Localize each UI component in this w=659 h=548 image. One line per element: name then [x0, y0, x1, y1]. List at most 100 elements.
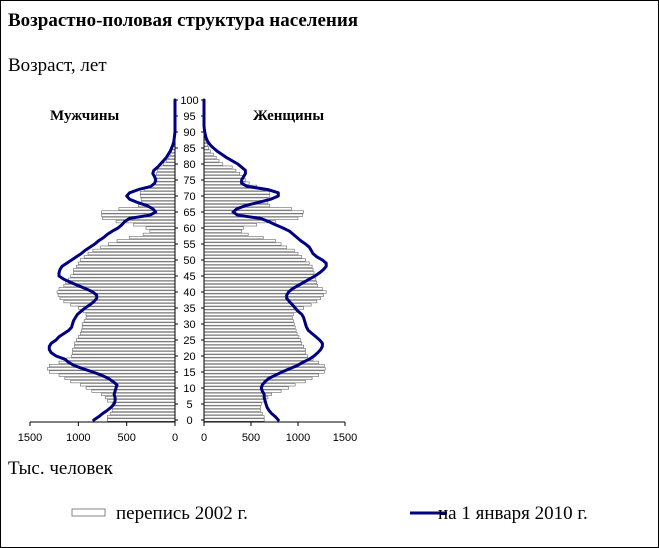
x-axis-label: Тыс. человек	[8, 458, 113, 479]
age-tick-label: 15	[183, 367, 195, 379]
female-census-bar	[203, 165, 233, 169]
male-census-bar	[156, 172, 176, 176]
female-census-bar	[203, 357, 314, 361]
female-census-bar	[203, 159, 220, 163]
age-tick-label: 20	[183, 351, 195, 363]
female-census-bar	[203, 370, 325, 374]
male-census-bar	[81, 322, 176, 326]
female-census-bar	[203, 156, 217, 160]
female-census-bar	[203, 162, 224, 166]
male-census-bar	[49, 364, 176, 368]
female-census-bar	[203, 168, 237, 172]
female-2010-line	[202, 98, 328, 422]
female-census-bar	[203, 194, 271, 198]
female-x-tick-label: 1500	[333, 432, 357, 444]
female-census-bar	[203, 204, 271, 208]
male-census-bar	[143, 188, 176, 192]
male-census-bar	[145, 226, 176, 230]
male-side-label: Мужчины	[50, 108, 120, 124]
male-census-bar	[163, 162, 176, 166]
male-census-bar	[111, 408, 176, 412]
male-census-bar	[139, 194, 176, 198]
male-census-bar	[71, 354, 176, 358]
male-census-bar	[56, 290, 176, 294]
male-census-bar	[129, 236, 176, 240]
female-census-bar	[203, 152, 214, 156]
age-tick-label: 55	[183, 239, 195, 251]
age-tick-label: 25	[183, 335, 195, 347]
male-census-bar	[109, 412, 176, 416]
male-census-bar	[66, 357, 176, 361]
female-census-bar	[203, 364, 325, 368]
male-census-bar	[58, 373, 176, 377]
female-census-bar	[203, 386, 289, 390]
female-census-bar	[203, 405, 261, 409]
male-census-bar	[91, 389, 176, 393]
male-census-bar	[64, 376, 176, 380]
male-census-bar	[155, 178, 176, 182]
female-census-bar	[203, 223, 257, 227]
age-tick-label: 40	[183, 287, 195, 299]
age-tick-label: 5	[186, 399, 192, 411]
female-side-label: Женщины	[253, 108, 325, 124]
female-census-bar	[203, 274, 316, 278]
male-census-bar	[166, 159, 176, 163]
female-census-bar	[203, 300, 318, 304]
male-census-bar	[85, 316, 176, 320]
male-census-bar	[65, 280, 176, 284]
female-census-bar	[203, 392, 272, 396]
male-census-bar	[72, 348, 176, 352]
female-census-bar	[203, 197, 269, 201]
male-census-bar	[149, 229, 176, 233]
male-census-bar	[85, 386, 176, 390]
female-census-bar	[203, 415, 265, 419]
female-census-bar	[203, 373, 319, 377]
female-census-bar	[203, 348, 306, 352]
female-census-bar	[203, 226, 244, 230]
male-census-bar	[155, 175, 176, 179]
male-census-bar	[76, 338, 176, 342]
male-census-bar	[118, 207, 176, 211]
female-census-bar	[203, 175, 244, 179]
male-census-bar	[79, 383, 176, 387]
female-census-bar	[203, 332, 298, 336]
male-census-bar	[116, 239, 176, 243]
female-census-bar	[203, 210, 304, 214]
male-census-bar	[70, 274, 176, 278]
male-census-bar	[78, 261, 176, 265]
female-census-bar	[203, 396, 269, 400]
female-census-bar	[203, 418, 265, 422]
female-census-bar	[203, 264, 313, 268]
female-census-bar	[203, 354, 308, 358]
male-census-bar	[107, 418, 176, 422]
age-tick-label: 70	[183, 191, 195, 203]
male-x-tick-label: 0	[172, 432, 178, 444]
female-census-bar	[203, 239, 276, 243]
female-census-bar	[203, 338, 302, 342]
female-census-bar	[203, 325, 296, 329]
male-census-bar	[68, 277, 176, 281]
male-census-bar	[158, 165, 176, 169]
female-census-bar	[203, 399, 265, 403]
female-census-bar	[203, 232, 249, 236]
female-census-bar	[203, 402, 262, 406]
male-census-bar	[140, 197, 176, 201]
male-census-bar	[73, 271, 176, 275]
female-census-bar	[203, 146, 209, 150]
male-census-bar	[49, 370, 176, 374]
female-census-bar	[203, 149, 211, 153]
age-tick-label: 95	[183, 111, 195, 123]
male-census-bar	[108, 242, 176, 246]
female-x-tick-label: 1000	[286, 432, 310, 444]
female-census-bar	[203, 306, 304, 310]
male-2010-line	[47, 98, 177, 422]
female-census-bar	[203, 389, 282, 393]
male-census-bar	[151, 184, 176, 188]
male-census-bar	[78, 335, 176, 339]
male-census-bar	[83, 319, 176, 323]
female-census-bar	[203, 380, 306, 384]
male-census-bar	[70, 380, 176, 384]
age-tick-label: 10	[183, 383, 195, 395]
male-census-bar	[139, 191, 176, 195]
